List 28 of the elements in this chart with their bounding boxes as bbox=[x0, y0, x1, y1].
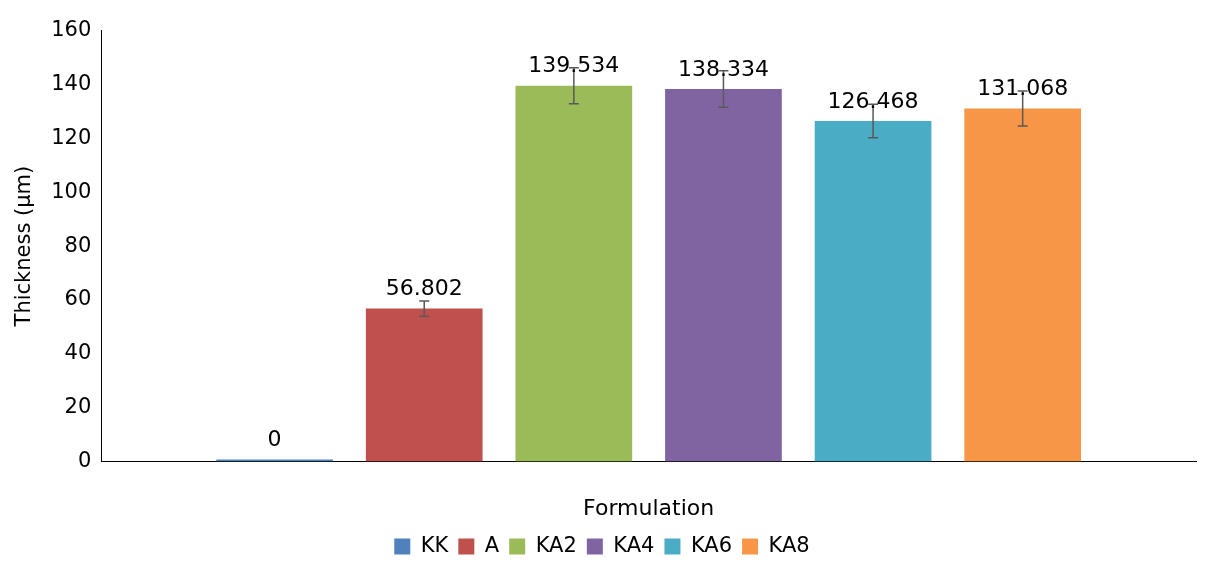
data-label: 0 bbox=[267, 426, 282, 452]
data-label: 138.334 bbox=[677, 55, 769, 81]
data-label: 131.068 bbox=[977, 75, 1069, 101]
y-tick-label: 100 bbox=[51, 178, 92, 203]
bar bbox=[814, 120, 932, 462]
y-tick-label: 0 bbox=[77, 448, 92, 473]
y-tick-label: 140 bbox=[51, 70, 92, 95]
y-tick-label: 20 bbox=[64, 394, 92, 419]
legend-label: KA2 bbox=[535, 532, 577, 557]
y-tick-label: 60 bbox=[64, 286, 92, 311]
legend-label: KK bbox=[420, 532, 450, 557]
legend-label: KA8 bbox=[768, 532, 810, 557]
bar bbox=[515, 85, 633, 462]
y-tick-label: 80 bbox=[64, 232, 92, 257]
data-label: 56.802 bbox=[385, 275, 463, 301]
bar bbox=[365, 308, 483, 462]
x-axis-title: Formulation bbox=[583, 494, 715, 520]
y-tick-label: 120 bbox=[51, 124, 92, 149]
bar bbox=[964, 108, 1082, 462]
legend-label: KA4 bbox=[613, 532, 655, 557]
y-tick-label: 40 bbox=[64, 340, 92, 365]
legend-label: A bbox=[484, 532, 500, 557]
data-label: 139.534 bbox=[528, 52, 620, 78]
legend-label: KA6 bbox=[690, 532, 733, 557]
y-tick-label: 160 bbox=[51, 17, 92, 42]
y-axis-title: Thickness (µm) bbox=[11, 165, 36, 328]
bar bbox=[665, 88, 782, 462]
data-label: 126.468 bbox=[827, 87, 919, 113]
